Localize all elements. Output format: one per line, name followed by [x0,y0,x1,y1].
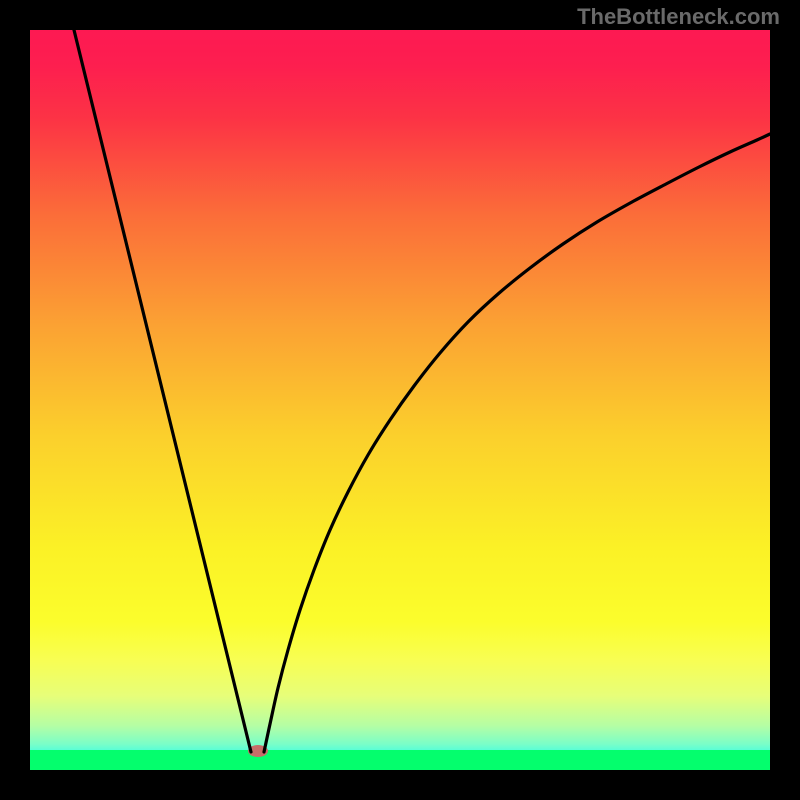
chart-container: TheBottleneck.com [0,0,800,800]
watermark-label: TheBottleneck.com [577,4,780,30]
plot-background [30,30,770,770]
chart-svg [0,0,800,800]
bottom-band [30,750,770,770]
